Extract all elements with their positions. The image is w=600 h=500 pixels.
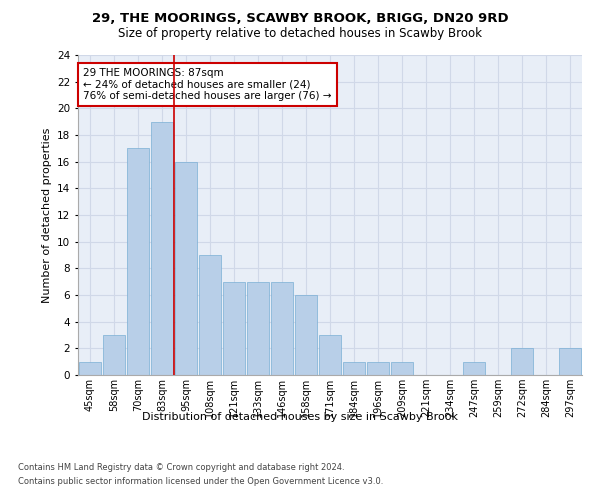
Text: Size of property relative to detached houses in Scawby Brook: Size of property relative to detached ho… [118,28,482,40]
Bar [391,362,413,375]
Bar [271,282,293,375]
Bar [103,335,125,375]
Bar [199,255,221,375]
Bar [247,282,269,375]
Bar [367,362,389,375]
Bar [511,348,533,375]
Bar [175,162,197,375]
Bar [127,148,149,375]
Bar [223,282,245,375]
Bar [295,295,317,375]
Text: 29 THE MOORINGS: 87sqm
← 24% of detached houses are smaller (24)
76% of semi-det: 29 THE MOORINGS: 87sqm ← 24% of detached… [83,68,332,101]
Text: Distribution of detached houses by size in Scawby Brook: Distribution of detached houses by size … [142,412,458,422]
Bar [343,362,365,375]
Bar [559,348,581,375]
Y-axis label: Number of detached properties: Number of detached properties [41,128,52,302]
Bar [79,362,101,375]
Bar [463,362,485,375]
Bar [151,122,173,375]
Text: 29, THE MOORINGS, SCAWBY BROOK, BRIGG, DN20 9RD: 29, THE MOORINGS, SCAWBY BROOK, BRIGG, D… [92,12,508,26]
Text: Contains public sector information licensed under the Open Government Licence v3: Contains public sector information licen… [18,478,383,486]
Text: Contains HM Land Registry data © Crown copyright and database right 2024.: Contains HM Land Registry data © Crown c… [18,462,344,471]
Bar [319,335,341,375]
